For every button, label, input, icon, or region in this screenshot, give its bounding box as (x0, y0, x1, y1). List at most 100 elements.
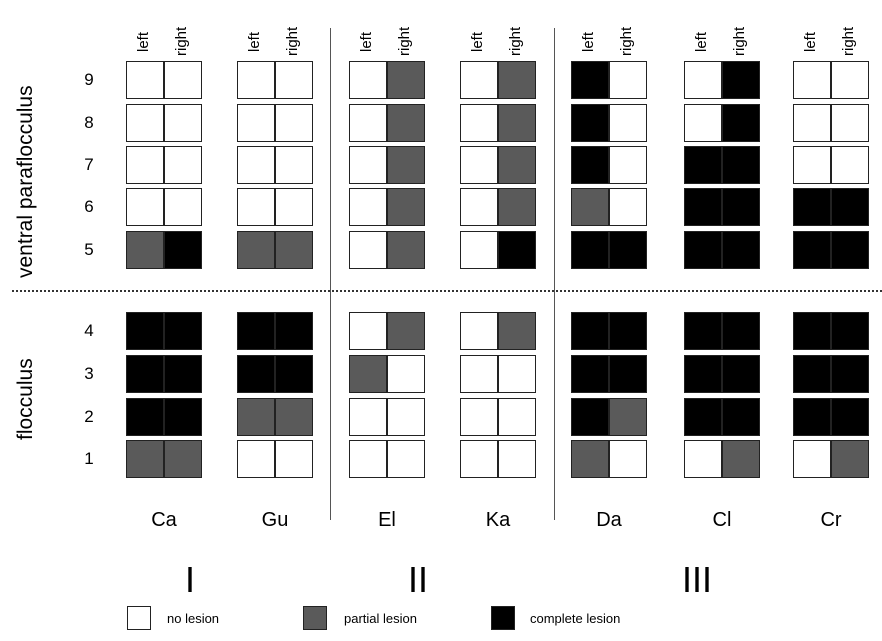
lesion-cell-el-3-left (349, 355, 387, 393)
lesion-cell-el-2-right (387, 398, 425, 436)
lesion-cell-gu-8-right (275, 104, 313, 142)
side-header-left-ca: left (135, 31, 152, 52)
lesion-cell-cr-5-left (793, 231, 831, 269)
lesion-cell-da-5-left (571, 231, 609, 269)
side-header-right-cr: right (840, 26, 857, 56)
lesion-cell-cl-4-left (684, 312, 722, 350)
lesion-cell-ka-6-right (498, 188, 536, 226)
lesion-cell-da-7-left (571, 146, 609, 184)
lesion-cell-ka-1-left (460, 440, 498, 478)
animal-label-gu: Gu (261, 509, 289, 531)
side-header-left-cr: left (802, 31, 819, 52)
lesion-cell-cr-2-left (793, 398, 831, 436)
lesion-cell-ka-6-left (460, 188, 498, 226)
legend-label-complete: complete lesion (530, 611, 621, 626)
lesion-cell-da-1-right (609, 440, 647, 478)
side-header-left-gu: left (246, 31, 263, 52)
lesion-cell-gu-4-right (275, 312, 313, 350)
lesion-cell-cl-2-left (684, 398, 722, 436)
lesion-cell-ka-3-right (498, 355, 536, 393)
group-divider-1 (330, 28, 331, 520)
legend-swatch-partial (303, 606, 327, 630)
row-label-3: 3 (84, 364, 94, 383)
lesion-cell-cl-8-left (684, 104, 722, 142)
lesion-cell-gu-7-left (237, 146, 275, 184)
lesion-cell-ka-4-left (460, 312, 498, 350)
lesion-cell-da-8-right (609, 104, 647, 142)
lesion-cell-ca-2-right (164, 398, 202, 436)
lesion-cell-ca-9-left (126, 61, 164, 99)
lesion-cell-gu-9-right (275, 61, 313, 99)
lesion-cell-da-2-right (609, 398, 647, 436)
lesion-cell-da-3-right (609, 355, 647, 393)
lesion-cell-ca-8-right (164, 104, 202, 142)
lesion-cell-cr-1-left (793, 440, 831, 478)
lesion-cell-gu-1-left (237, 440, 275, 478)
region-divider (12, 290, 882, 292)
side-header-right-ka: right (507, 26, 524, 56)
group-label-iii: III (681, 559, 712, 600)
lesion-cell-ka-8-left (460, 104, 498, 142)
lesion-cell-cl-1-left (684, 440, 722, 478)
lesion-cell-da-6-right (609, 188, 647, 226)
lesion-cell-cr-9-right (831, 61, 869, 99)
lesion-cell-cr-7-right (831, 146, 869, 184)
lesion-cell-el-1-left (349, 440, 387, 478)
group-label-i: I (184, 559, 195, 600)
lesion-cell-ka-5-right (498, 231, 536, 269)
lesion-cell-cl-5-right (722, 231, 760, 269)
lesion-cell-ka-8-right (498, 104, 536, 142)
lesion-cell-ca-4-left (126, 312, 164, 350)
lesion-cell-gu-3-right (275, 355, 313, 393)
lesion-cell-cl-3-right (722, 355, 760, 393)
lesion-cell-ca-1-right (164, 440, 202, 478)
lesion-cell-ca-3-left (126, 355, 164, 393)
lesion-cell-da-6-left (571, 188, 609, 226)
lesion-cell-ca-5-left (126, 231, 164, 269)
lesion-cell-cr-3-left (793, 355, 831, 393)
lesion-cell-ca-3-right (164, 355, 202, 393)
lesion-cell-el-4-right (387, 312, 425, 350)
lesion-cell-cr-2-right (831, 398, 869, 436)
lesion-cell-da-9-right (609, 61, 647, 99)
lesion-cell-cr-8-right (831, 104, 869, 142)
row-label-4: 4 (84, 321, 94, 340)
lesion-cell-cr-4-right (831, 312, 869, 350)
lesion-cell-cl-1-right (722, 440, 760, 478)
lesion-cell-ca-5-right (164, 231, 202, 269)
lesion-cell-da-1-left (571, 440, 609, 478)
lesion-cell-ca-9-right (164, 61, 202, 99)
lesion-cell-el-8-right (387, 104, 425, 142)
lesion-cell-el-5-right (387, 231, 425, 269)
lesion-cell-ca-7-right (164, 146, 202, 184)
lesion-cell-cl-9-right (722, 61, 760, 99)
group-divider-2 (554, 28, 555, 520)
lesion-cell-el-8-left (349, 104, 387, 142)
lesion-cell-da-4-right (609, 312, 647, 350)
lesion-cell-cl-3-left (684, 355, 722, 393)
side-header-right-cl: right (731, 26, 748, 56)
lesion-cell-ka-9-left (460, 61, 498, 99)
row-label-1: 1 (84, 449, 94, 468)
lesion-cell-ka-4-right (498, 312, 536, 350)
row-label-5: 5 (84, 240, 94, 259)
lesion-cell-ca-8-left (126, 104, 164, 142)
side-header-right-gu: right (284, 26, 301, 56)
side-header-left-cl: left (693, 31, 710, 52)
legend-label-partial: partial lesion (344, 611, 417, 626)
lesion-cell-el-9-right (387, 61, 425, 99)
ventral-paraflocculus-title: ventral paraflocculus (14, 85, 37, 278)
lesion-cell-cl-6-right (722, 188, 760, 226)
lesion-cell-gu-8-left (237, 104, 275, 142)
lesion-cell-el-1-right (387, 440, 425, 478)
lesion-cell-gu-6-right (275, 188, 313, 226)
lesion-cell-da-7-right (609, 146, 647, 184)
lesion-cell-cr-6-right (831, 188, 869, 226)
side-header-right-el: right (396, 26, 413, 56)
lesion-cell-cl-7-left (684, 146, 722, 184)
lesion-cell-ka-7-left (460, 146, 498, 184)
lesion-cell-el-3-right (387, 355, 425, 393)
lesion-cell-da-3-left (571, 355, 609, 393)
lesion-cell-cr-6-left (793, 188, 831, 226)
lesion-cell-da-2-left (571, 398, 609, 436)
